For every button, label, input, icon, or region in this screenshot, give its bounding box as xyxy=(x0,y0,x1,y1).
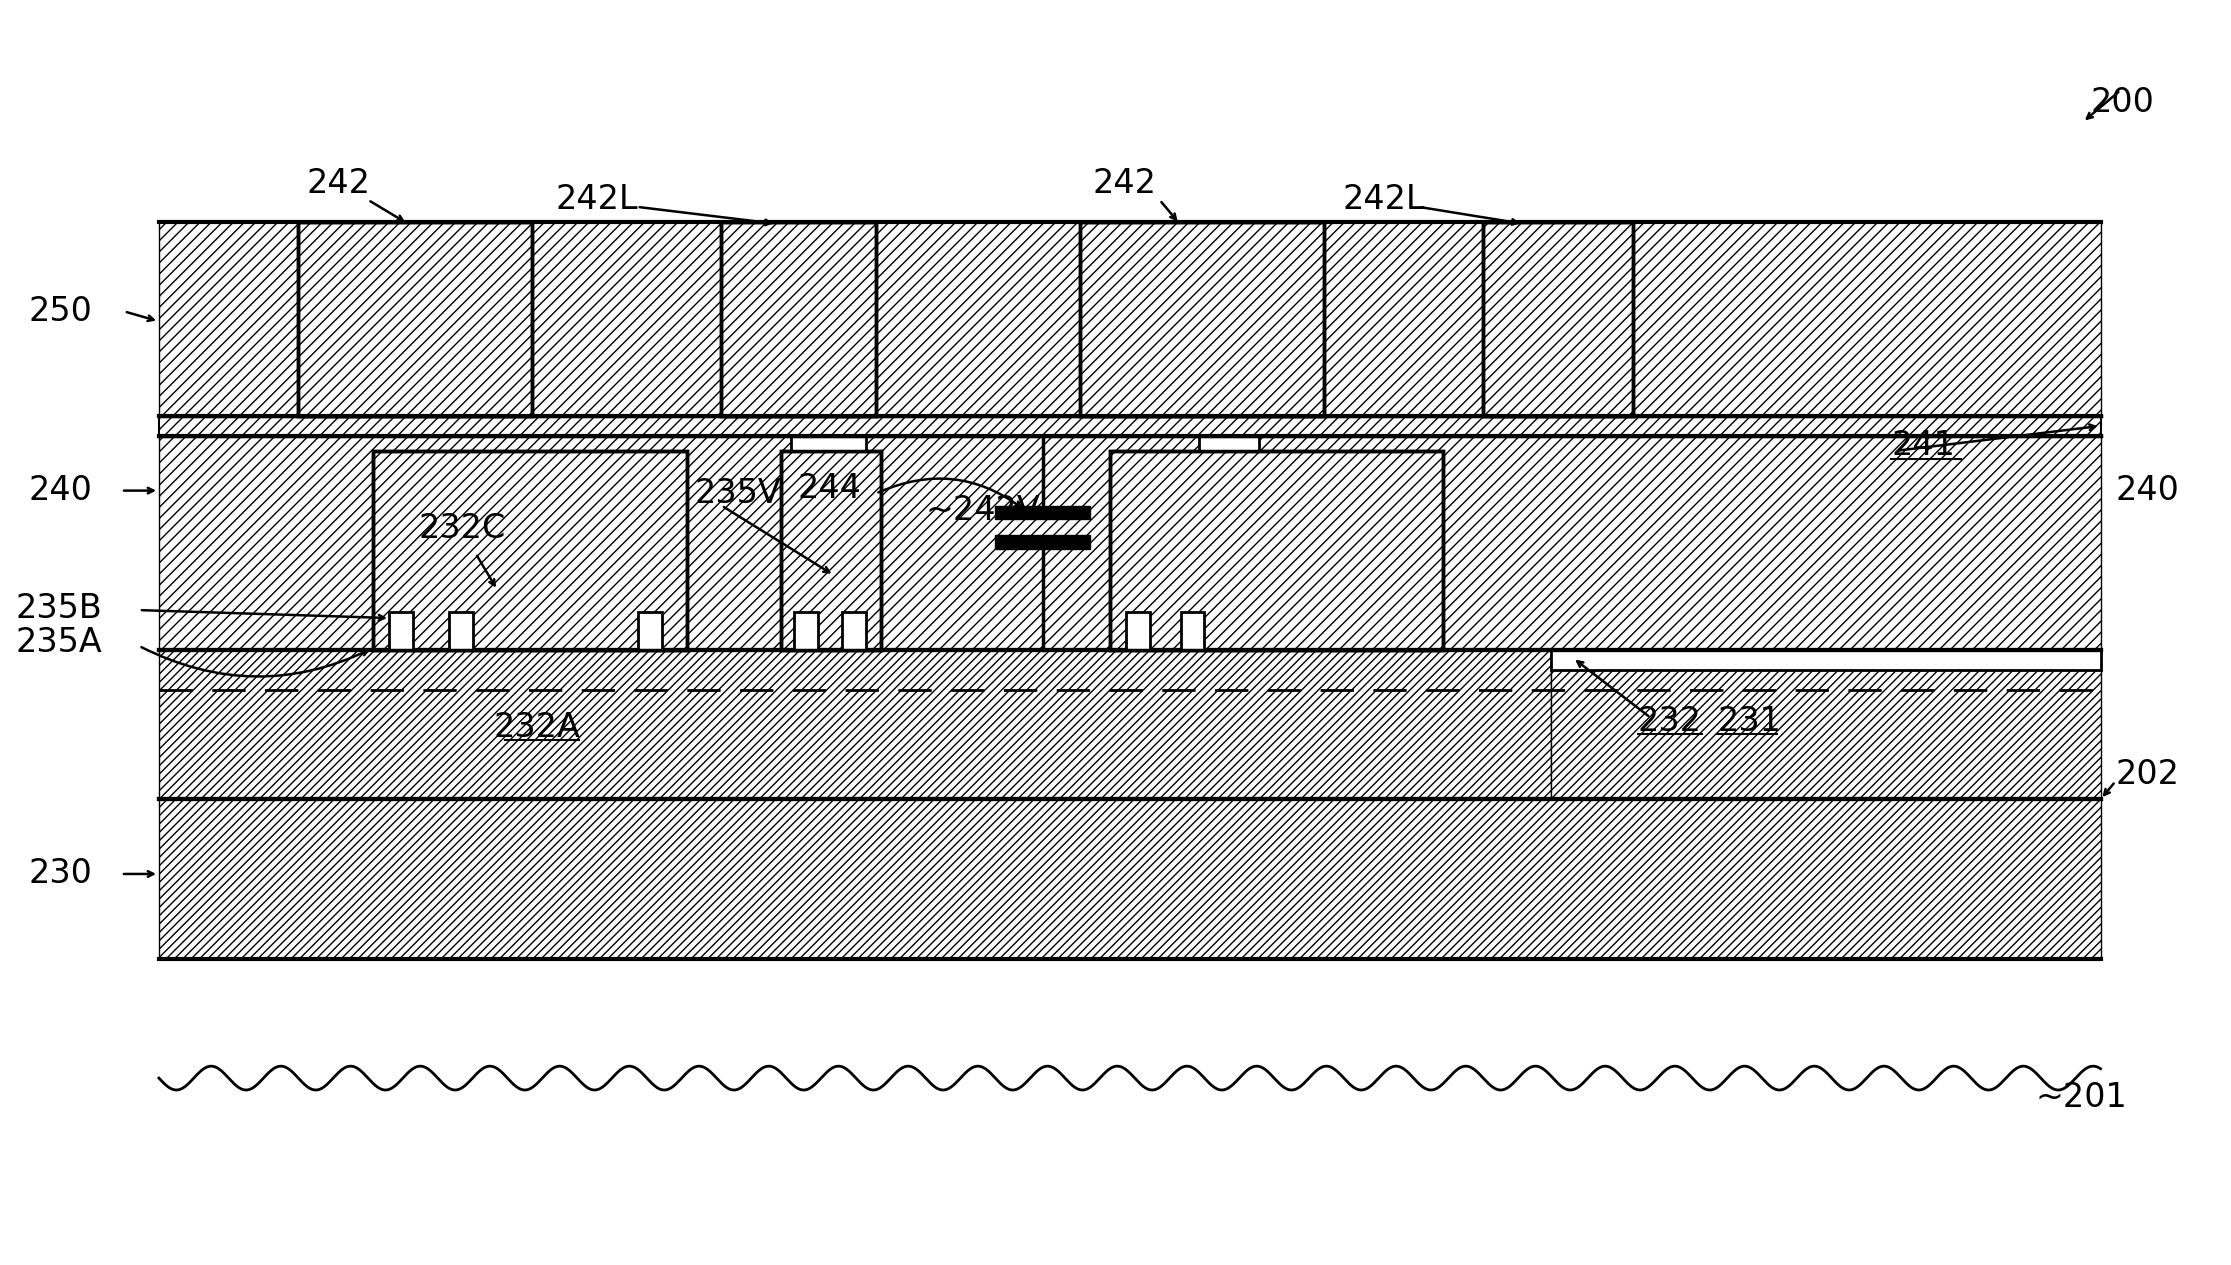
Bar xyxy=(638,612,663,650)
Text: 242: 242 xyxy=(306,167,370,200)
Bar xyxy=(1080,221,1323,416)
Bar xyxy=(1109,450,1443,650)
Bar xyxy=(1484,221,1633,416)
Text: 200: 200 xyxy=(2090,86,2155,119)
Text: 232A: 232A xyxy=(493,711,580,744)
Text: 240: 240 xyxy=(29,474,91,507)
Bar xyxy=(721,221,877,416)
Bar xyxy=(158,650,1551,799)
Bar xyxy=(448,612,473,650)
Text: 250: 250 xyxy=(29,295,91,328)
Bar xyxy=(373,450,687,650)
Text: ~242V: ~242V xyxy=(926,495,1040,528)
Text: 202: 202 xyxy=(2115,758,2180,791)
Text: ~201: ~201 xyxy=(2037,1082,2128,1114)
Bar xyxy=(781,450,881,650)
Text: 235A: 235A xyxy=(16,626,103,659)
Bar xyxy=(1109,450,1443,650)
Bar xyxy=(158,436,2102,650)
Bar xyxy=(158,799,2102,959)
Bar xyxy=(388,612,413,650)
Text: 235V: 235V xyxy=(694,477,781,510)
Text: 241: 241 xyxy=(1892,429,1954,462)
Text: 230: 230 xyxy=(29,858,91,891)
Bar xyxy=(721,221,877,416)
Bar xyxy=(1551,670,2102,799)
Bar xyxy=(373,450,687,650)
Bar xyxy=(1109,450,1443,650)
Bar xyxy=(1484,221,1633,416)
Text: 244: 244 xyxy=(796,472,861,505)
Bar xyxy=(1180,612,1205,650)
Bar xyxy=(1551,650,2102,670)
Bar xyxy=(794,612,819,650)
Text: 232: 232 xyxy=(1638,705,1702,737)
Bar xyxy=(721,221,877,416)
Bar xyxy=(299,221,533,416)
Bar xyxy=(299,221,533,416)
Bar xyxy=(1484,221,1633,416)
Text: 242L: 242L xyxy=(1343,183,1426,216)
Text: 242L: 242L xyxy=(556,183,638,216)
Bar xyxy=(995,535,1091,549)
Bar xyxy=(1127,612,1149,650)
Bar xyxy=(995,506,1091,520)
Bar xyxy=(299,221,533,416)
Text: 235B: 235B xyxy=(16,592,103,625)
Bar xyxy=(373,450,687,650)
Bar xyxy=(1080,221,1323,416)
Bar xyxy=(841,612,866,650)
Bar xyxy=(781,450,881,650)
Bar xyxy=(1200,436,1258,450)
Text: 232C: 232C xyxy=(419,512,506,545)
Bar xyxy=(781,450,881,650)
Bar xyxy=(792,436,866,450)
Bar xyxy=(158,221,2102,416)
Text: 242: 242 xyxy=(1093,167,1156,200)
Bar xyxy=(1080,221,1323,416)
Bar xyxy=(158,416,2102,436)
Text: 231: 231 xyxy=(1718,705,1780,737)
Text: 240: 240 xyxy=(2115,474,2180,507)
